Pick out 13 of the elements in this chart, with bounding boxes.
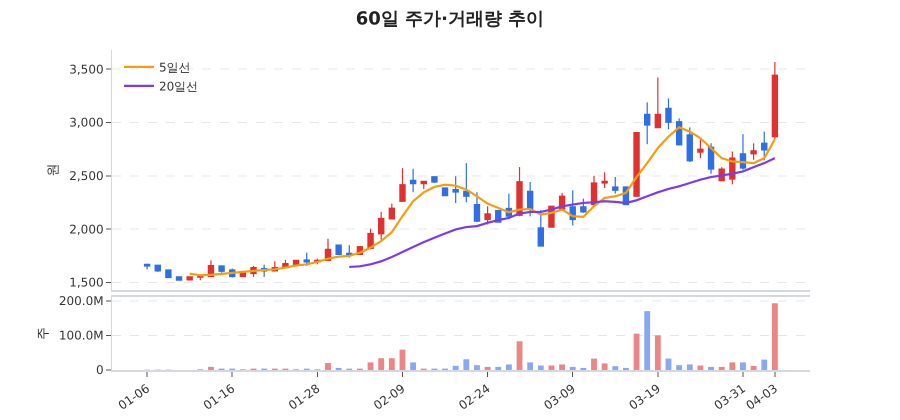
y-tick-label: 200.0M	[58, 294, 104, 308]
y-axis-title: 주	[36, 327, 51, 340]
y-tick-label: 0	[96, 363, 104, 378]
y-tick-label: 100.0M	[58, 328, 104, 343]
y-tick-label: 3,500	[69, 62, 104, 76]
y-axis-title: 원	[46, 164, 62, 176]
y-tick-label: 1,500	[69, 276, 104, 290]
chart-title: 60일 주가·거래량 추이	[356, 8, 544, 30]
legend-label: 20일선	[158, 80, 198, 94]
y-tick-label: 2,000	[69, 222, 104, 236]
y-tick-label: 2,500	[69, 169, 104, 184]
legend-label: 5일선	[158, 60, 191, 75]
y-tick-label: 3,000	[69, 116, 104, 130]
